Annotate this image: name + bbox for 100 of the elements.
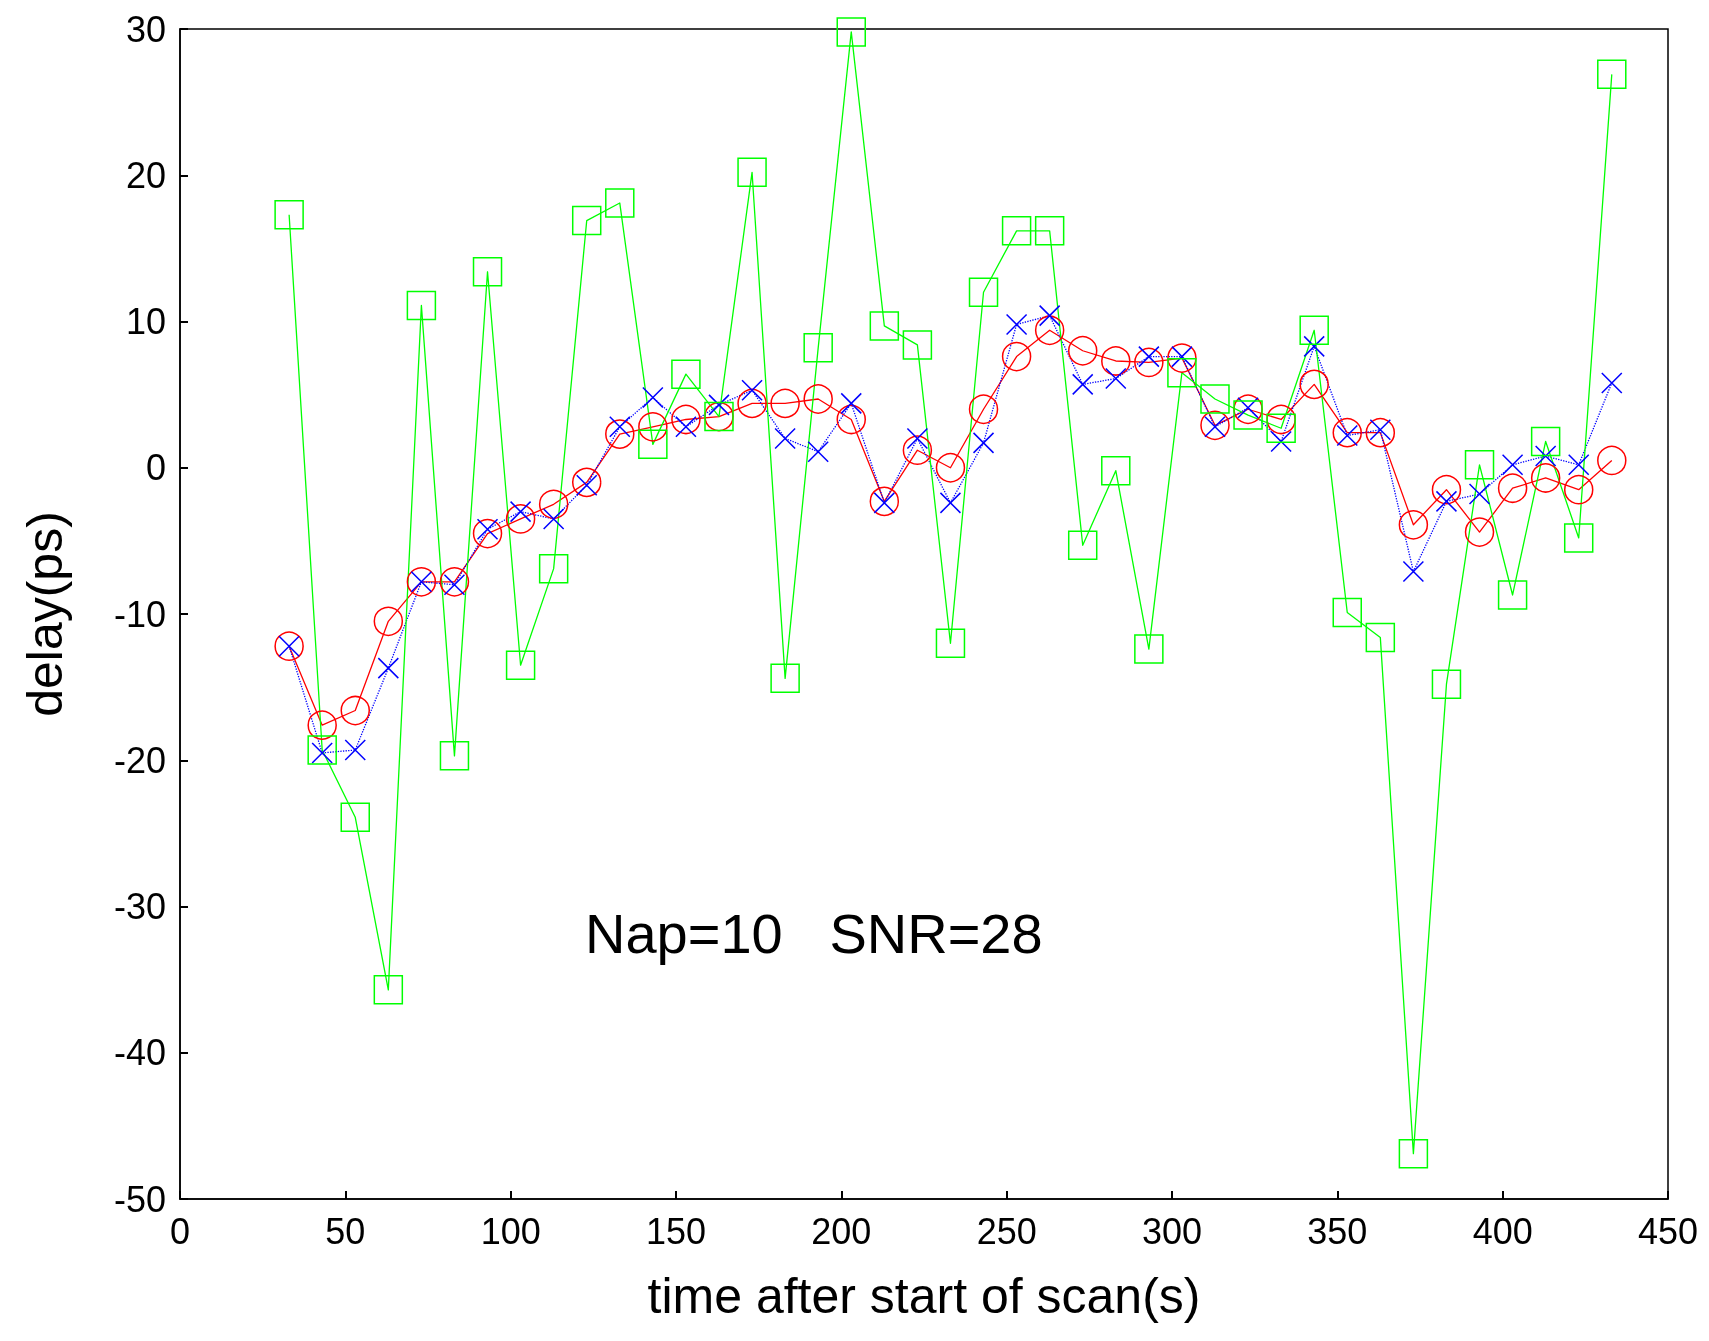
point xyxy=(1200,410,1230,441)
point xyxy=(340,802,370,833)
y-tick-label: 20 xyxy=(125,154,166,196)
point xyxy=(1101,346,1131,376)
point xyxy=(774,427,796,450)
point xyxy=(505,650,536,680)
point xyxy=(1567,454,1590,476)
point xyxy=(1167,357,1197,388)
point xyxy=(1464,450,1495,480)
point xyxy=(1435,490,1458,513)
point xyxy=(803,384,833,414)
point xyxy=(373,606,404,637)
point xyxy=(869,486,900,517)
point xyxy=(1101,455,1131,486)
point xyxy=(1530,426,1561,457)
point xyxy=(968,277,999,307)
point xyxy=(1497,473,1528,503)
point xyxy=(1332,417,1362,448)
y-tick-label: -20 xyxy=(113,739,166,781)
point xyxy=(344,739,366,761)
point xyxy=(836,17,866,47)
point xyxy=(1067,530,1098,561)
point xyxy=(1402,560,1425,583)
point xyxy=(638,429,668,460)
y-tick-label: -10 xyxy=(113,593,166,635)
x-axis-title: time after start of scan(s) xyxy=(647,1268,1201,1324)
y-tick-label: 30 xyxy=(125,8,166,50)
point xyxy=(307,710,337,740)
point xyxy=(642,386,664,409)
point xyxy=(1233,400,1263,430)
point xyxy=(571,205,602,236)
point xyxy=(1601,372,1623,394)
point xyxy=(605,188,635,218)
point xyxy=(1398,1138,1429,1169)
x-tick-label: 350 xyxy=(1307,1210,1368,1252)
point xyxy=(274,199,304,230)
point xyxy=(935,453,966,483)
point xyxy=(1332,597,1362,628)
point xyxy=(770,388,800,419)
point xyxy=(1266,413,1296,444)
x-tick-label: 150 xyxy=(645,1210,707,1252)
point xyxy=(439,567,470,597)
x-tick-label: 100 xyxy=(480,1210,541,1252)
point xyxy=(373,975,404,1005)
point xyxy=(1431,669,1462,699)
point xyxy=(972,432,995,454)
point xyxy=(737,388,767,419)
point xyxy=(708,394,730,416)
point xyxy=(803,333,833,363)
point xyxy=(1398,510,1429,540)
point xyxy=(1299,315,1329,346)
point xyxy=(1530,463,1561,493)
point xyxy=(377,657,400,679)
point xyxy=(1597,59,1627,90)
point xyxy=(968,394,999,424)
x-tick-label: 400 xyxy=(1472,1210,1533,1252)
point xyxy=(1497,580,1528,610)
point xyxy=(439,741,470,771)
y-tick-label: 0 xyxy=(145,447,166,489)
y-axis-title: delay(ps) xyxy=(17,511,73,717)
point xyxy=(1303,335,1325,358)
point xyxy=(935,628,966,658)
x-tick-label: 450 xyxy=(1637,1210,1699,1252)
point xyxy=(1200,384,1230,414)
y-tick-label: 10 xyxy=(125,301,166,342)
point xyxy=(840,392,862,415)
y-tick-label: -50 xyxy=(113,1178,166,1220)
point xyxy=(737,157,767,188)
y-tick-label: -40 xyxy=(113,1032,166,1074)
point xyxy=(902,330,933,360)
point xyxy=(1034,216,1065,246)
point xyxy=(1534,445,1557,467)
point xyxy=(1365,622,1396,653)
point xyxy=(472,518,503,549)
point xyxy=(1134,347,1164,378)
point xyxy=(1431,474,1462,505)
point xyxy=(1468,483,1491,505)
point xyxy=(505,504,536,534)
point xyxy=(1071,373,1094,396)
point xyxy=(1299,369,1329,400)
x-tick-label: 200 xyxy=(811,1210,872,1252)
point xyxy=(770,663,800,694)
x-tick-label: 50 xyxy=(325,1210,366,1252)
point xyxy=(1365,417,1396,448)
point xyxy=(538,489,569,520)
point xyxy=(1034,315,1065,346)
point xyxy=(542,508,565,530)
point xyxy=(1005,313,1028,336)
point xyxy=(572,467,602,498)
point xyxy=(1134,634,1164,664)
point xyxy=(605,419,635,449)
point xyxy=(406,290,437,321)
y-tick-label: -30 xyxy=(113,886,166,927)
point xyxy=(807,440,829,463)
annotation: Nap=10 SNR=28 xyxy=(585,901,1043,965)
point xyxy=(1564,474,1594,505)
point xyxy=(1105,367,1127,390)
point xyxy=(939,492,962,514)
point xyxy=(836,404,866,435)
point xyxy=(340,695,370,726)
